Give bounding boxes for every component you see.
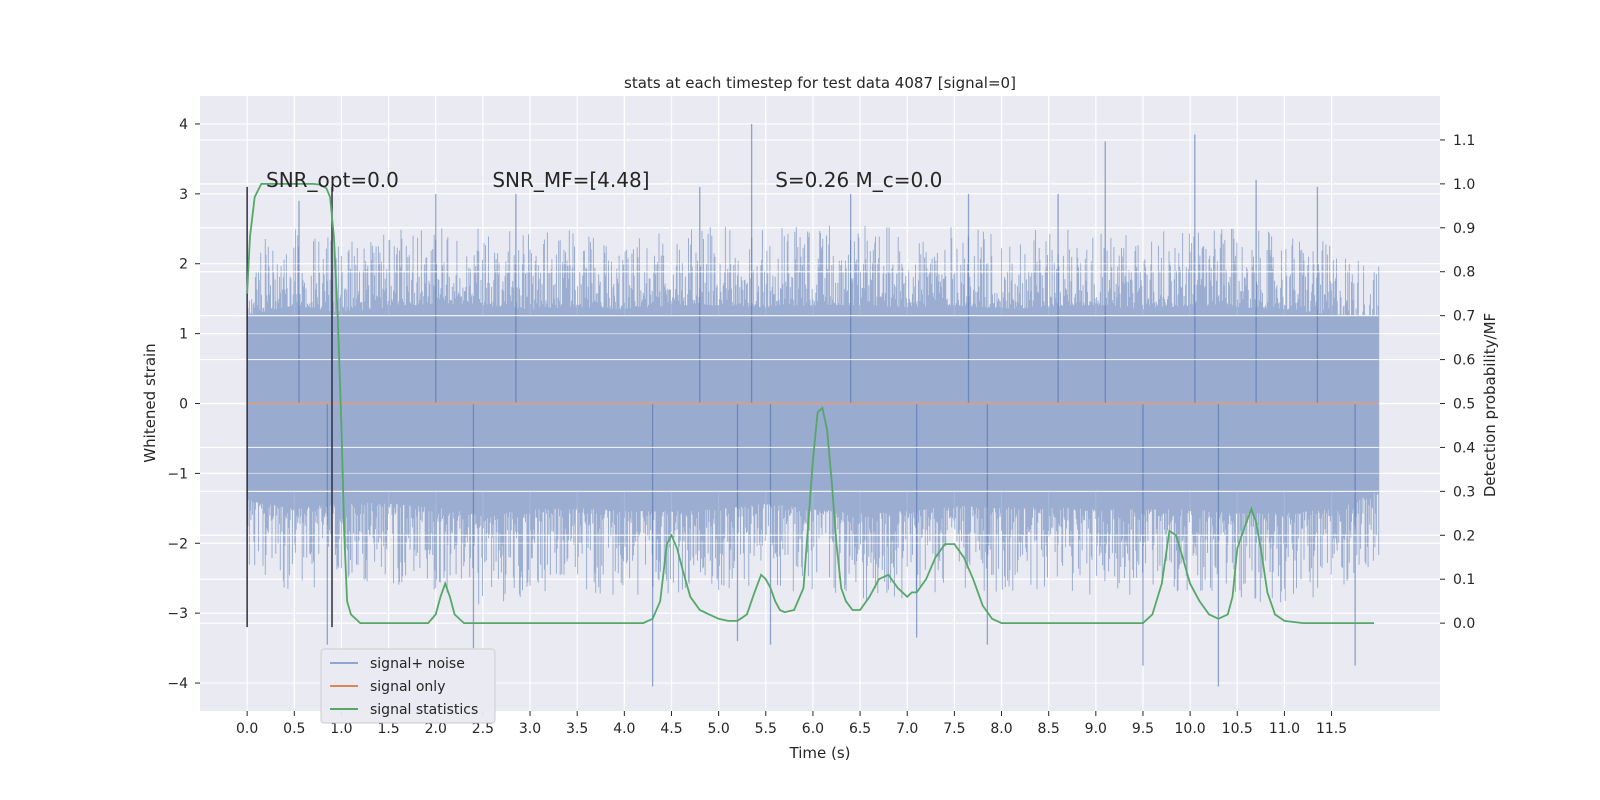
annotation-1: SNR_MF=[4.48] xyxy=(492,168,649,192)
x-tick-label: 9.5 xyxy=(1132,721,1154,737)
legend-label-stats: signal statistics xyxy=(370,702,478,718)
legend-label-noise: signal+ noise xyxy=(370,656,465,672)
x-axis-ticks: 0.0 0.5 1.0 1.5 2.0 2.5 3.0 3.5 4.0 4.5 5.0 5.5 6.0 6… xyxy=(236,711,1347,737)
x-tick-label: 3.5 xyxy=(566,721,588,737)
x-tick-label: 0.5 xyxy=(283,721,305,737)
x-axis-label: Time (s) xyxy=(789,744,851,762)
y-tick-label: 4 xyxy=(179,117,188,133)
y2-tick-label: 0.9 xyxy=(1453,221,1475,237)
x-tick-label: 5.5 xyxy=(755,721,777,737)
x-tick-label: 9.0 xyxy=(1085,721,1107,737)
y-tick-label: −2 xyxy=(167,536,188,552)
x-tick-label: 3.0 xyxy=(519,721,541,737)
x-tick-label: 2.0 xyxy=(425,721,447,737)
legend-box xyxy=(320,648,496,724)
chart-title: stats at each timestep for test data 408… xyxy=(624,74,1016,92)
y2-tick-label: 0.0 xyxy=(1453,616,1475,632)
x-tick-label: 1.5 xyxy=(377,721,399,737)
annotation-2: S=0.26 M_c=0.0 xyxy=(775,168,942,192)
y-tick-label: 3 xyxy=(179,187,188,203)
x-tick-label: 10.0 xyxy=(1175,721,1206,737)
x-tick-label: 6.0 xyxy=(802,721,824,737)
y2-axis-ticks: 0.0 0.1 0.2 0.3 0.4 0.5 0.6 0.7 0.8 0.9 1.0 1.1 xyxy=(1440,133,1475,632)
x-tick-label: 7.5 xyxy=(943,721,965,737)
x-tick-label: 2.5 xyxy=(472,721,494,737)
y2-tick-label: 0.5 xyxy=(1453,397,1475,413)
x-tick-label: 8.0 xyxy=(990,721,1012,737)
x-tick-label: 7.0 xyxy=(896,721,918,737)
x-tick-label: 0.0 xyxy=(236,721,258,737)
annotations: SNR_opt=0.0 SNR_MF=[4.48] S=0.26 M_c=0.0 xyxy=(266,168,942,192)
annotation-0: SNR_opt=0.0 xyxy=(266,168,399,192)
y2-tick-label: 0.6 xyxy=(1453,353,1475,369)
x-tick-label: 6.5 xyxy=(849,721,871,737)
x-tick-label: 4.0 xyxy=(613,721,635,737)
y2-tick-label: 0.7 xyxy=(1453,309,1475,325)
y2-tick-label: 1.0 xyxy=(1453,177,1475,193)
y2-tick-label: 0.3 xyxy=(1453,484,1475,500)
x-tick-label: 4.5 xyxy=(660,721,682,737)
y-tick-label: 2 xyxy=(179,257,188,273)
x-tick-label: 5.0 xyxy=(707,721,729,737)
legend: signal+ noise signal only signal statist… xyxy=(320,648,496,724)
y-tick-label: −4 xyxy=(167,676,188,692)
y-tick-label: 0 xyxy=(179,397,188,413)
x-tick-label: 11.5 xyxy=(1316,721,1347,737)
y2-tick-label: 0.2 xyxy=(1453,528,1475,544)
x-tick-label: 10.5 xyxy=(1222,721,1253,737)
y2-tick-label: 1.1 xyxy=(1453,133,1475,149)
y2-axis-label: Detection probability/MF xyxy=(1481,313,1499,497)
signal-statistics-line xyxy=(246,182,1374,624)
series-signal-statistics xyxy=(246,182,1374,624)
x-tick-label: 1.0 xyxy=(330,721,352,737)
y-tick-label: −1 xyxy=(167,466,188,482)
y-axis-ticks: −4 −3 −2 −1 0 1 2 3 4 xyxy=(167,117,200,692)
y2-tick-label: 0.4 xyxy=(1453,440,1475,456)
x-tick-label: 8.5 xyxy=(1038,721,1060,737)
y2-tick-label: 0.1 xyxy=(1453,572,1475,588)
marker-lines xyxy=(246,186,333,628)
legend-label-signal: signal only xyxy=(370,679,445,695)
y-tick-label: 1 xyxy=(179,327,188,343)
x-tick-label: 11.0 xyxy=(1269,721,1300,737)
y2-tick-label: 0.8 xyxy=(1453,265,1475,281)
y-axis-label: Whitened strain xyxy=(141,343,159,462)
y-tick-label: −3 xyxy=(167,606,188,622)
